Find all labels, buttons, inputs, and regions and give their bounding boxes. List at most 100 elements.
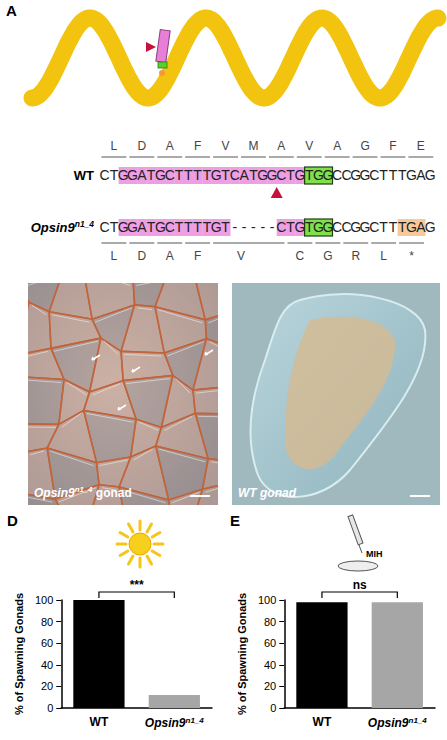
svg-text:G: G bbox=[257, 167, 268, 183]
svg-text:G: G bbox=[350, 219, 361, 235]
svg-text:G: G bbox=[295, 219, 306, 235]
svg-text:E: E bbox=[417, 139, 425, 153]
svg-text:MIH: MIH bbox=[366, 549, 383, 559]
svg-text:G: G bbox=[360, 139, 369, 153]
svg-text:C: C bbox=[276, 219, 286, 235]
svg-text:0: 0 bbox=[270, 702, 276, 714]
svg-text:A: A bbox=[239, 167, 249, 183]
svg-text:% of Spawning Gonads: % of Spawning Gonads bbox=[236, 593, 248, 715]
svg-text:L: L bbox=[111, 249, 118, 263]
svg-text:A: A bbox=[166, 139, 174, 153]
svg-text:G: G bbox=[323, 249, 332, 263]
svg-text:T: T bbox=[110, 167, 119, 183]
svg-text:F: F bbox=[194, 139, 201, 153]
svg-text:T: T bbox=[379, 219, 388, 235]
svg-text:V: V bbox=[222, 139, 230, 153]
svg-text:80: 80 bbox=[41, 616, 53, 628]
svg-text:G: G bbox=[322, 167, 333, 183]
svg-text:T: T bbox=[379, 167, 388, 183]
svg-text:C: C bbox=[332, 219, 342, 235]
svg-text:G: G bbox=[322, 219, 333, 235]
svg-text:V: V bbox=[237, 249, 245, 263]
svg-text:G: G bbox=[295, 167, 306, 183]
svg-text:-: - bbox=[233, 219, 238, 235]
svg-text:A: A bbox=[6, 2, 17, 19]
svg-text:80: 80 bbox=[264, 616, 276, 628]
svg-text:WT: WT bbox=[313, 715, 332, 729]
svg-text:G: G bbox=[425, 167, 436, 183]
svg-text:T: T bbox=[147, 219, 156, 235]
svg-text:G: G bbox=[211, 167, 222, 183]
svg-text:G: G bbox=[406, 167, 417, 183]
svg-text:n1_4: n1_4 bbox=[409, 716, 428, 725]
svg-text:C: C bbox=[276, 167, 286, 183]
svg-text:T: T bbox=[221, 167, 230, 183]
svg-text:% of Spawning Gonads: % of Spawning Gonads bbox=[13, 593, 25, 715]
svg-text:20: 20 bbox=[41, 680, 53, 692]
svg-text:G: G bbox=[360, 167, 371, 183]
svg-text:60: 60 bbox=[264, 637, 276, 649]
svg-text:100: 100 bbox=[258, 594, 276, 606]
svg-text:C: C bbox=[369, 219, 379, 235]
svg-text:WT: WT bbox=[74, 168, 94, 183]
svg-text:G: G bbox=[118, 167, 129, 183]
svg-text:20: 20 bbox=[264, 680, 276, 692]
svg-text:G: G bbox=[360, 219, 371, 235]
svg-text:T: T bbox=[398, 167, 407, 183]
svg-text:E: E bbox=[230, 512, 240, 529]
svg-text:0: 0 bbox=[47, 702, 53, 714]
svg-text:-: - bbox=[242, 219, 247, 235]
svg-text:T: T bbox=[305, 167, 314, 183]
svg-text:T: T bbox=[184, 219, 193, 235]
svg-text:-: - bbox=[260, 219, 265, 235]
svg-text:A: A bbox=[277, 139, 285, 153]
svg-text:C: C bbox=[165, 167, 175, 183]
svg-text:G: G bbox=[313, 167, 324, 183]
svg-text:T: T bbox=[175, 219, 184, 235]
svg-text:C: C bbox=[296, 249, 305, 263]
svg-text:A: A bbox=[333, 139, 341, 153]
svg-text:-: - bbox=[270, 219, 275, 235]
svg-text:40: 40 bbox=[41, 659, 53, 671]
svg-text:C: C bbox=[100, 219, 110, 235]
svg-text:F: F bbox=[194, 249, 201, 263]
svg-text:G: G bbox=[425, 219, 436, 235]
svg-text:D: D bbox=[138, 139, 147, 153]
svg-text:T: T bbox=[184, 167, 193, 183]
svg-text:C: C bbox=[332, 167, 342, 183]
svg-text:ns: ns bbox=[353, 578, 367, 592]
svg-text:Opsin9: Opsin9 bbox=[145, 716, 186, 730]
svg-text:T: T bbox=[193, 219, 202, 235]
svg-text:G: G bbox=[155, 219, 166, 235]
svg-text:40: 40 bbox=[264, 659, 276, 671]
svg-text:G: G bbox=[127, 219, 138, 235]
svg-text:T: T bbox=[147, 167, 156, 183]
svg-text:C: C bbox=[369, 167, 379, 183]
svg-text:-: - bbox=[251, 219, 256, 235]
svg-text:A: A bbox=[166, 249, 174, 263]
svg-text:T: T bbox=[398, 219, 407, 235]
svg-text:Opsin9n1_4: Opsin9n1_4 bbox=[31, 219, 95, 235]
svg-text:G: G bbox=[118, 219, 129, 235]
svg-text:T: T bbox=[110, 219, 119, 235]
svg-text:C: C bbox=[341, 219, 351, 235]
svg-text:*: * bbox=[409, 249, 414, 263]
svg-text:T: T bbox=[193, 167, 202, 183]
svg-text:C: C bbox=[341, 167, 351, 183]
svg-text:100: 100 bbox=[35, 594, 53, 606]
svg-text:G: G bbox=[267, 167, 278, 183]
svg-text:60: 60 bbox=[41, 637, 53, 649]
svg-text:G: G bbox=[155, 167, 166, 183]
svg-text:T: T bbox=[389, 219, 398, 235]
svg-text:D: D bbox=[138, 249, 147, 263]
svg-text:T: T bbox=[249, 167, 258, 183]
svg-text:T: T bbox=[203, 167, 212, 183]
svg-text:***: *** bbox=[130, 578, 144, 592]
svg-text:T: T bbox=[389, 167, 398, 183]
svg-text:L: L bbox=[111, 139, 118, 153]
svg-text:A: A bbox=[137, 219, 147, 235]
svg-text:G: G bbox=[313, 219, 324, 235]
svg-text:G: G bbox=[350, 167, 361, 183]
svg-text:T: T bbox=[305, 219, 314, 235]
svg-text:A: A bbox=[416, 167, 426, 183]
